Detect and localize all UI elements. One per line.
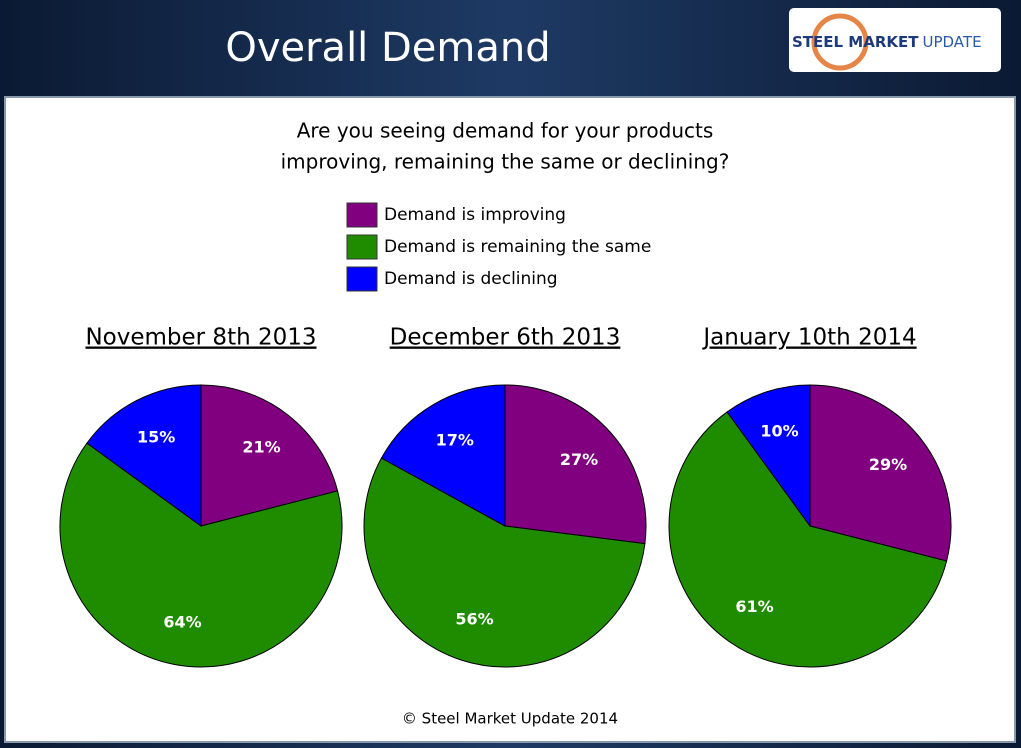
pie-slice <box>363 457 646 668</box>
value-label: 10% <box>760 422 798 441</box>
logo-light: UPDATE <box>923 33 982 51</box>
logo-box <box>789 8 1001 72</box>
pie-slice <box>668 411 948 668</box>
value-label: 15% <box>137 428 175 447</box>
value-label: 56% <box>455 609 493 628</box>
logo-bold: STEEL MARKET <box>792 33 919 51</box>
chart-title: January 10th 2014 <box>701 325 916 351</box>
pie-slice <box>726 384 811 528</box>
pie-slice <box>59 442 343 668</box>
legend-label: Demand is improving <box>384 205 566 225</box>
value-label: 64% <box>163 612 201 631</box>
chart-title: November 8th 2013 <box>85 325 316 351</box>
legend-label: Demand is remaining the same <box>384 237 651 257</box>
logo-ring <box>811 13 869 71</box>
footer: © Steel Market Update 2014 <box>402 710 618 728</box>
question: Are you seeing demand for your products <box>297 119 714 143</box>
question: improving, remaining the same or declini… <box>281 150 730 174</box>
legend-swatch <box>346 202 378 228</box>
pie-slice <box>504 384 647 545</box>
value-label: 61% <box>735 597 773 616</box>
value-label: 29% <box>869 455 907 474</box>
pie-slice <box>200 384 339 527</box>
legend-swatch <box>346 234 378 260</box>
logo: STEEL MARKET UPDATE <box>792 33 982 51</box>
chart-title: December 6th 2013 <box>390 325 621 351</box>
pie-slice <box>380 384 506 527</box>
value-label: 21% <box>242 438 280 457</box>
legend-label: Demand is declining <box>384 269 558 289</box>
pie-slice <box>809 384 952 562</box>
value-label: 17% <box>436 431 474 450</box>
slide-title: Overall Demand <box>225 25 550 71</box>
pie-slice <box>86 384 202 527</box>
legend-swatch <box>346 266 378 292</box>
value-label: 27% <box>560 450 598 469</box>
